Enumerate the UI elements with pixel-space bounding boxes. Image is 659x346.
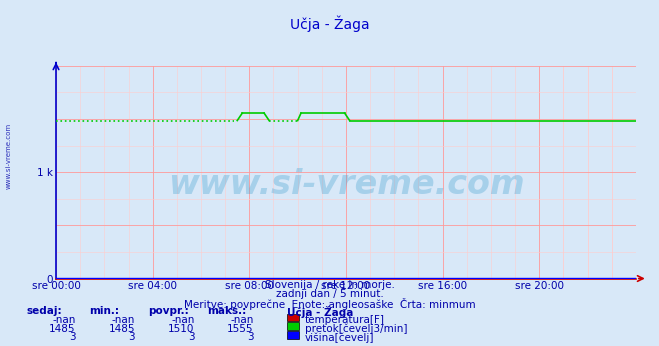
Text: temperatura[F]: temperatura[F] <box>305 315 385 325</box>
Text: www.si-vreme.com: www.si-vreme.com <box>167 169 525 201</box>
Text: 1485: 1485 <box>109 324 135 334</box>
Text: zadnji dan / 5 minut.: zadnji dan / 5 minut. <box>275 289 384 299</box>
Text: sedaj:: sedaj: <box>26 306 62 316</box>
Text: 1510: 1510 <box>168 324 194 334</box>
Text: 1555: 1555 <box>227 324 254 334</box>
Text: -nan: -nan <box>53 315 76 325</box>
Text: Učja - Žaga: Učja - Žaga <box>290 16 369 32</box>
Text: 1485: 1485 <box>49 324 76 334</box>
Text: Meritve: povprečne  Enote: angleosaške  Črta: minmum: Meritve: povprečne Enote: angleosaške Čr… <box>184 298 475 310</box>
Text: maks.:: maks.: <box>208 306 247 316</box>
Text: 3: 3 <box>188 332 194 342</box>
Text: -nan: -nan <box>112 315 135 325</box>
Text: www.si-vreme.com: www.si-vreme.com <box>5 122 11 189</box>
Text: 3: 3 <box>247 332 254 342</box>
Text: povpr.:: povpr.: <box>148 306 189 316</box>
Text: -nan: -nan <box>171 315 194 325</box>
Text: min.:: min.: <box>89 306 119 316</box>
Text: 3: 3 <box>69 332 76 342</box>
Text: višina[čevelj]: višina[čevelj] <box>305 332 374 343</box>
Text: pretok[čevelj3/min]: pretok[čevelj3/min] <box>305 324 408 334</box>
Text: -nan: -nan <box>231 315 254 325</box>
Text: Učja - Žaga: Učja - Žaga <box>287 306 353 318</box>
Text: Slovenija / reke in morje.: Slovenija / reke in morje. <box>264 280 395 290</box>
Text: 3: 3 <box>129 332 135 342</box>
